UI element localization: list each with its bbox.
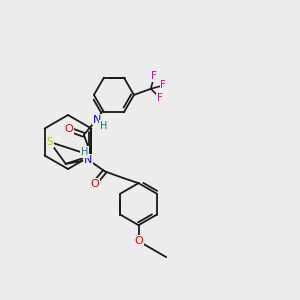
Text: F: F xyxy=(160,80,166,90)
Text: O: O xyxy=(64,124,73,134)
Text: O: O xyxy=(90,178,99,189)
Text: H: H xyxy=(81,147,88,157)
Text: N: N xyxy=(84,155,92,165)
Text: S: S xyxy=(46,137,53,147)
Text: F: F xyxy=(151,71,157,81)
Text: F: F xyxy=(157,93,163,103)
Text: O: O xyxy=(134,236,143,246)
Text: H: H xyxy=(100,121,107,130)
Text: N: N xyxy=(92,115,101,124)
